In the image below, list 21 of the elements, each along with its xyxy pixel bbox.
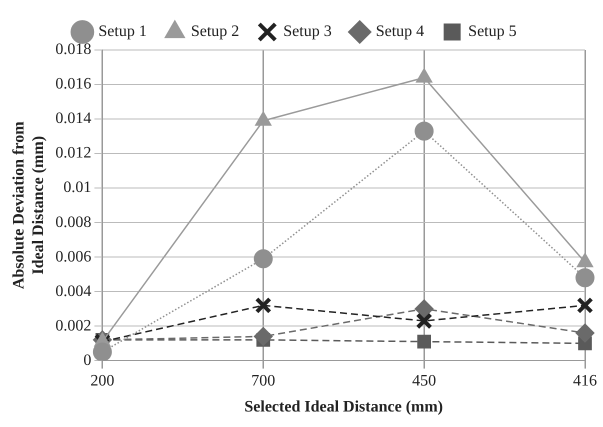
legend-label: Setup 2 bbox=[190, 23, 240, 40]
y-tick-label: 0.016 bbox=[55, 76, 92, 93]
y-tick-label: 0.006 bbox=[55, 248, 92, 266]
y-tick-label: 0.002 bbox=[55, 317, 92, 334]
legend-label: Setup 1 bbox=[98, 23, 147, 40]
x-tick-label: 700 bbox=[251, 372, 276, 390]
x-tick-label: 200 bbox=[90, 372, 114, 390]
legend-label: Setup 3 bbox=[283, 23, 332, 40]
legend-label: Setup 4 bbox=[376, 23, 424, 40]
y-tick-label: 0.004 bbox=[55, 282, 92, 300]
y-tick-label: 0.008 bbox=[55, 214, 92, 231]
y-tick-label: 0.014 bbox=[55, 110, 92, 128]
y-tick-label: 0.018 bbox=[55, 41, 92, 58]
x-tick-label: 450 bbox=[412, 372, 436, 390]
y-tick-label: 0 bbox=[83, 352, 92, 369]
x-axis-title: Selected Ideal Distance (mm) bbox=[244, 398, 444, 416]
y-tick-label: 0.01 bbox=[63, 179, 92, 196]
legend-label: Setup 5 bbox=[468, 23, 517, 40]
y-axis-title: Absolute Deviation from Ideal Distance (mm) bbox=[10, 120, 47, 290]
x-tick-label: 416 bbox=[573, 372, 597, 390]
y-tick-label: 0.012 bbox=[55, 144, 92, 162]
